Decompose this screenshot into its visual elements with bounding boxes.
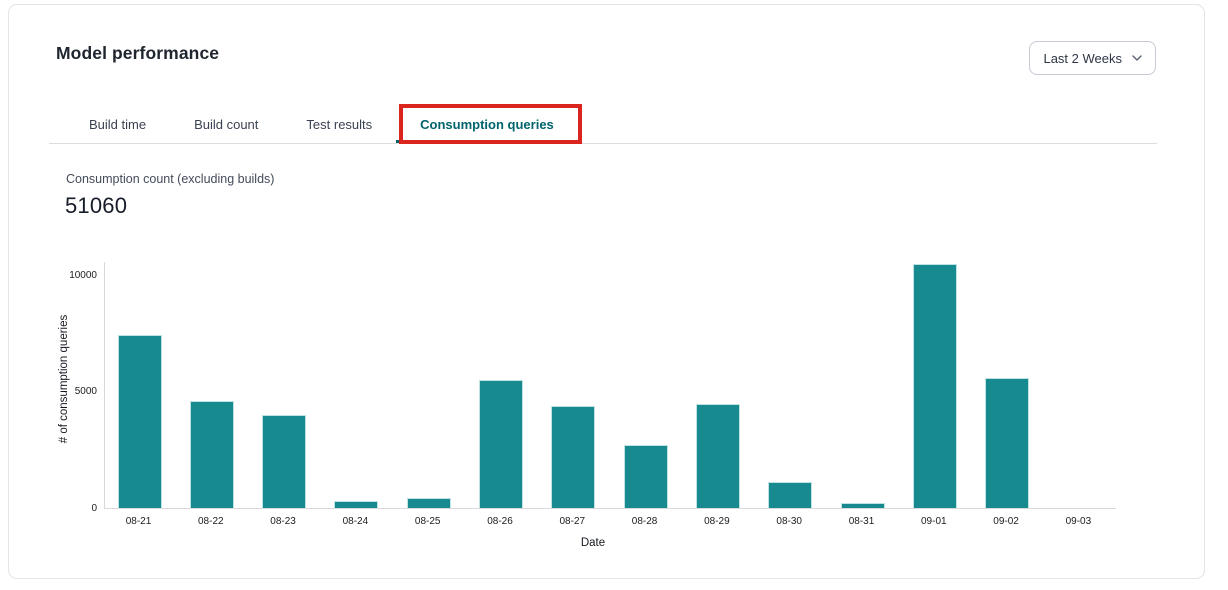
y-tick-label: 5000	[74, 386, 97, 398]
x-tick-label: 08-29	[704, 516, 730, 527]
tab-build-time[interactable]: Build time	[89, 116, 147, 132]
bar-08-26[interactable]	[479, 380, 523, 508]
bar-09-02[interactable]	[985, 378, 1030, 508]
x-tick-label: 08-25	[414, 516, 441, 527]
tabs-divider	[49, 143, 1157, 144]
bar-08-31[interactable]	[840, 503, 885, 508]
x-tick-label: 08-23	[270, 516, 296, 527]
bar-08-27[interactable]	[551, 406, 596, 508]
tab-test-results[interactable]: Test results	[306, 116, 373, 132]
bar-08-22[interactable]	[189, 400, 234, 508]
x-axis-title: Date	[580, 537, 606, 549]
x-tick-label: 08-31	[848, 516, 875, 527]
bar-08-23[interactable]	[262, 414, 307, 508]
time-range-dropdown[interactable]: Last 2 Weeks	[1029, 41, 1156, 75]
x-tick-label: 08-22	[198, 516, 224, 527]
bar-08-28[interactable]	[623, 444, 668, 508]
x-tick-label: 08-21	[125, 516, 152, 527]
chevron-down-icon	[1132, 55, 1142, 61]
x-tick-label: 08-24	[342, 516, 369, 527]
y-tick-label: 10000	[69, 269, 97, 281]
metric-label: Consumption count (excluding builds)	[66, 172, 275, 186]
consumption-queries-chart: # of consumption queries 0 5000 10000 08-2…	[9, 5, 1204, 578]
x-tick-label: 08-27	[559, 516, 586, 527]
tab-build-count[interactable]: Build count	[194, 116, 259, 132]
x-tick-label: 09-02	[993, 516, 1019, 527]
bar-08-25[interactable]	[406, 497, 451, 508]
bar-08-30[interactable]	[768, 481, 813, 508]
x-tick-label: 08-26	[487, 516, 513, 527]
x-tick-label: 09-01	[921, 516, 947, 527]
time-range-value: Last 2 Weeks	[1043, 50, 1122, 66]
x-tick-label: 09-03	[1065, 516, 1092, 527]
y-axis-title: # of consumption queries	[58, 314, 70, 444]
y-tick-label: 0	[91, 503, 97, 514]
bar-08-29[interactable]	[695, 404, 740, 508]
x-tick-label: 08-30	[776, 516, 802, 527]
page-title: Model performance	[56, 43, 220, 63]
model-performance-card: Model performance Last 2 Weeks Build tim…	[8, 4, 1205, 579]
bar-09-01[interactable]	[912, 263, 957, 508]
bar-08-24[interactable]	[334, 501, 379, 508]
x-tick-label: 08-28	[631, 516, 658, 527]
bar-08-21[interactable]	[117, 335, 162, 508]
plot-area	[104, 262, 1116, 509]
metric-value: 51060	[65, 193, 128, 218]
